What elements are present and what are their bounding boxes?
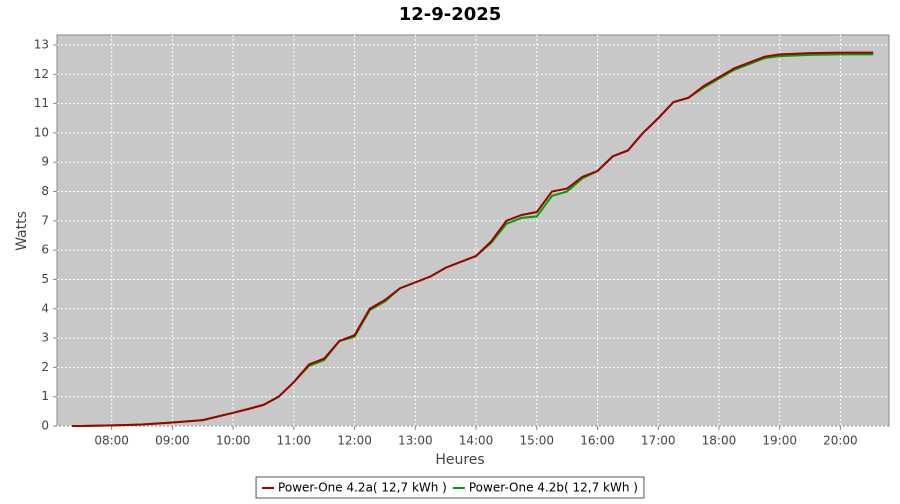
x-tick-label: 15:00	[519, 434, 554, 448]
x-tick-label: 13:00	[398, 434, 433, 448]
y-tick-label: 11	[34, 96, 49, 110]
x-tick-label: 12:00	[337, 434, 372, 448]
plot-area	[56, 34, 890, 427]
legend-label: Power-One 4.2a( 12,7 kWh )	[278, 481, 447, 495]
data-line	[72, 51, 874, 427]
y-tick-label: 8	[41, 184, 49, 198]
y-tick-label: 2	[41, 360, 49, 374]
x-tick-label: 20:00	[823, 434, 858, 448]
x-tick-label: 09:00	[155, 434, 190, 448]
y-axis-label: Watts	[14, 211, 30, 251]
x-tick-label: 08:00	[94, 434, 129, 448]
x-tick-label: 11:00	[277, 434, 312, 448]
x-tick-label: 16:00	[580, 434, 615, 448]
y-tick-label: 4	[41, 301, 49, 315]
x-tick-label: 19:00	[762, 434, 797, 448]
y-tick-label: 7	[41, 213, 49, 227]
x-tick-label: 10:00	[216, 434, 251, 448]
x-axis-label: Heures	[435, 452, 484, 468]
legend-label: Power-One 4.2b( 12,7 kWh )	[469, 481, 638, 495]
y-tick-label: 3	[41, 331, 49, 345]
y-tick-label: 1	[41, 389, 49, 403]
y-tick-label: 13	[34, 37, 49, 51]
y-tick-label: 0	[41, 419, 49, 433]
chart-title: 12-9-2025	[399, 4, 502, 25]
y-tick-label: 10	[34, 125, 49, 139]
legend	[255, 476, 645, 499]
y-tick-label: 9	[41, 155, 49, 169]
x-tick-label: 18:00	[702, 434, 737, 448]
y-tick-label: 6	[41, 243, 49, 257]
x-tick-label: 14:00	[459, 434, 494, 448]
y-tick-label: 12	[34, 67, 49, 81]
y-tick-label: 5	[41, 272, 49, 286]
x-tick-label: 17:00	[641, 434, 676, 448]
